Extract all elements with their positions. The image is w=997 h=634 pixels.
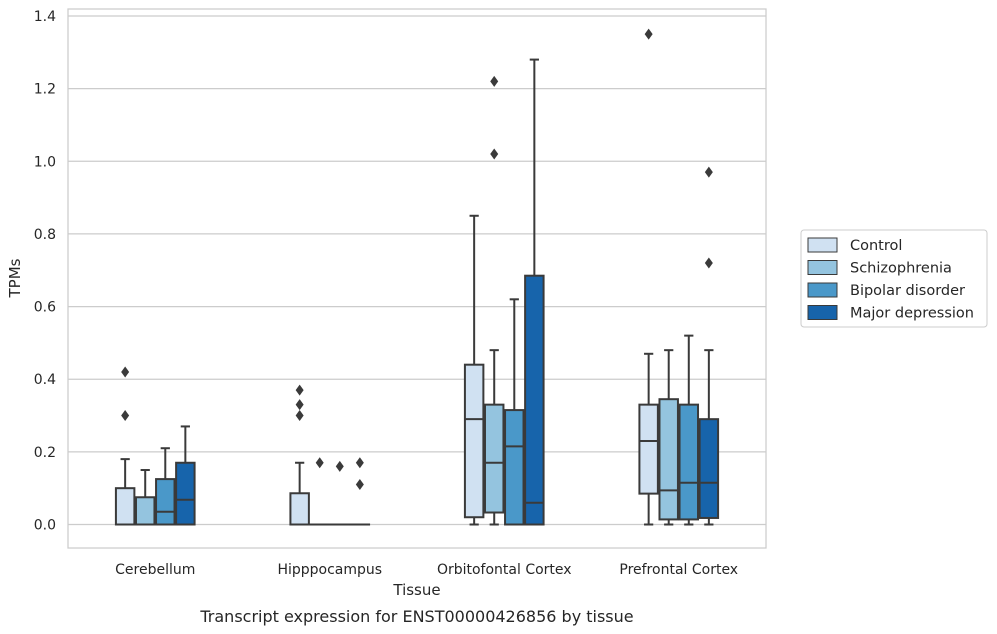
legend-swatch — [807, 282, 838, 298]
outlier-point — [121, 410, 130, 422]
legend-frame — [800, 229, 988, 328]
x-tick-label: Prefrontal Cortex — [619, 562, 738, 578]
box-plot — [483, 75, 505, 526]
grid-lines — [68, 15, 766, 526]
outlier-point — [355, 457, 364, 469]
box-plot — [309, 457, 330, 526]
outlier-point — [121, 366, 130, 378]
box — [504, 409, 525, 526]
box — [175, 461, 196, 526]
legend-label: Major depression — [850, 306, 974, 322]
box — [463, 363, 485, 519]
box — [658, 398, 679, 521]
series-control — [114, 28, 659, 526]
legend: Control Schizophrenia Bipolar disorder Majo… — [800, 229, 988, 328]
box-plot — [658, 349, 679, 526]
y-tick-label: 0.0 — [34, 518, 56, 534]
figure-caption: Transcript expression for ENST0000042685… — [199, 607, 633, 626]
box-plot — [155, 447, 176, 526]
x-axis-label: Tissue — [392, 581, 440, 599]
box-plot — [134, 469, 156, 526]
y-tick-label: 1.2 — [34, 82, 56, 98]
box-plot — [698, 166, 720, 526]
legend-label: Bipolar disorder — [850, 283, 965, 299]
box-plot — [678, 334, 700, 526]
box — [289, 492, 310, 526]
box — [678, 403, 700, 521]
outlier-point — [704, 166, 713, 178]
series-bipolar-disorder — [155, 298, 700, 526]
x-tick-label: Hipppocampus — [277, 562, 382, 578]
legend-label: Schizophrenia — [850, 261, 952, 277]
x-tick-label: Orbitofontal Cortex — [437, 562, 572, 578]
outlier-point — [490, 75, 499, 87]
outlier-point — [295, 399, 304, 411]
box-plot — [638, 28, 659, 526]
box — [155, 478, 176, 526]
box-plot — [289, 384, 310, 526]
box-plot — [329, 460, 351, 526]
box — [114, 487, 136, 526]
box-plot — [463, 214, 485, 526]
legend-label: Control — [850, 238, 902, 254]
y-tick-label: 0.8 — [34, 227, 56, 243]
box-plot — [175, 425, 196, 526]
outlier-point — [490, 148, 499, 160]
box — [524, 274, 545, 526]
x-tick-labels: Cerebellum Hipppocampus Orbitofontal Corte… — [115, 562, 738, 578]
box — [483, 403, 505, 514]
y-tick-labels: 0.0 0.2 0.4 0.6 0.8 1.0 1.2 1.4 — [34, 9, 56, 534]
box — [698, 418, 720, 519]
outlier-point — [295, 384, 304, 396]
outlier-point — [295, 410, 304, 422]
outlier-point — [335, 460, 344, 472]
box-plot — [114, 366, 136, 526]
y-tick-label: 1.0 — [34, 154, 56, 170]
outlier-point — [315, 457, 324, 469]
box-series-group — [114, 28, 720, 526]
y-tick-label: 0.6 — [34, 300, 56, 316]
box — [134, 496, 156, 526]
y-tick-label: 1.4 — [34, 9, 56, 25]
outlier-point — [355, 479, 364, 491]
y-tick-label: 0.2 — [34, 445, 56, 461]
box — [638, 403, 659, 495]
legend-swatch — [807, 305, 838, 320]
outlier-point — [644, 28, 653, 40]
legend-swatch — [807, 260, 838, 275]
plot-area-frame — [67, 8, 767, 549]
y-tick-label: 0.4 — [34, 372, 56, 388]
x-tick-label: Cerebellum — [115, 562, 195, 578]
series-schizophrenia — [134, 75, 679, 526]
series-major-depression — [175, 58, 720, 526]
box-plot — [349, 457, 371, 526]
box-plot — [524, 58, 545, 526]
legend-swatch — [807, 237, 838, 253]
outlier-point — [704, 257, 713, 269]
box-plot — [504, 298, 525, 526]
y-axis-label: TPMs — [6, 258, 24, 298]
